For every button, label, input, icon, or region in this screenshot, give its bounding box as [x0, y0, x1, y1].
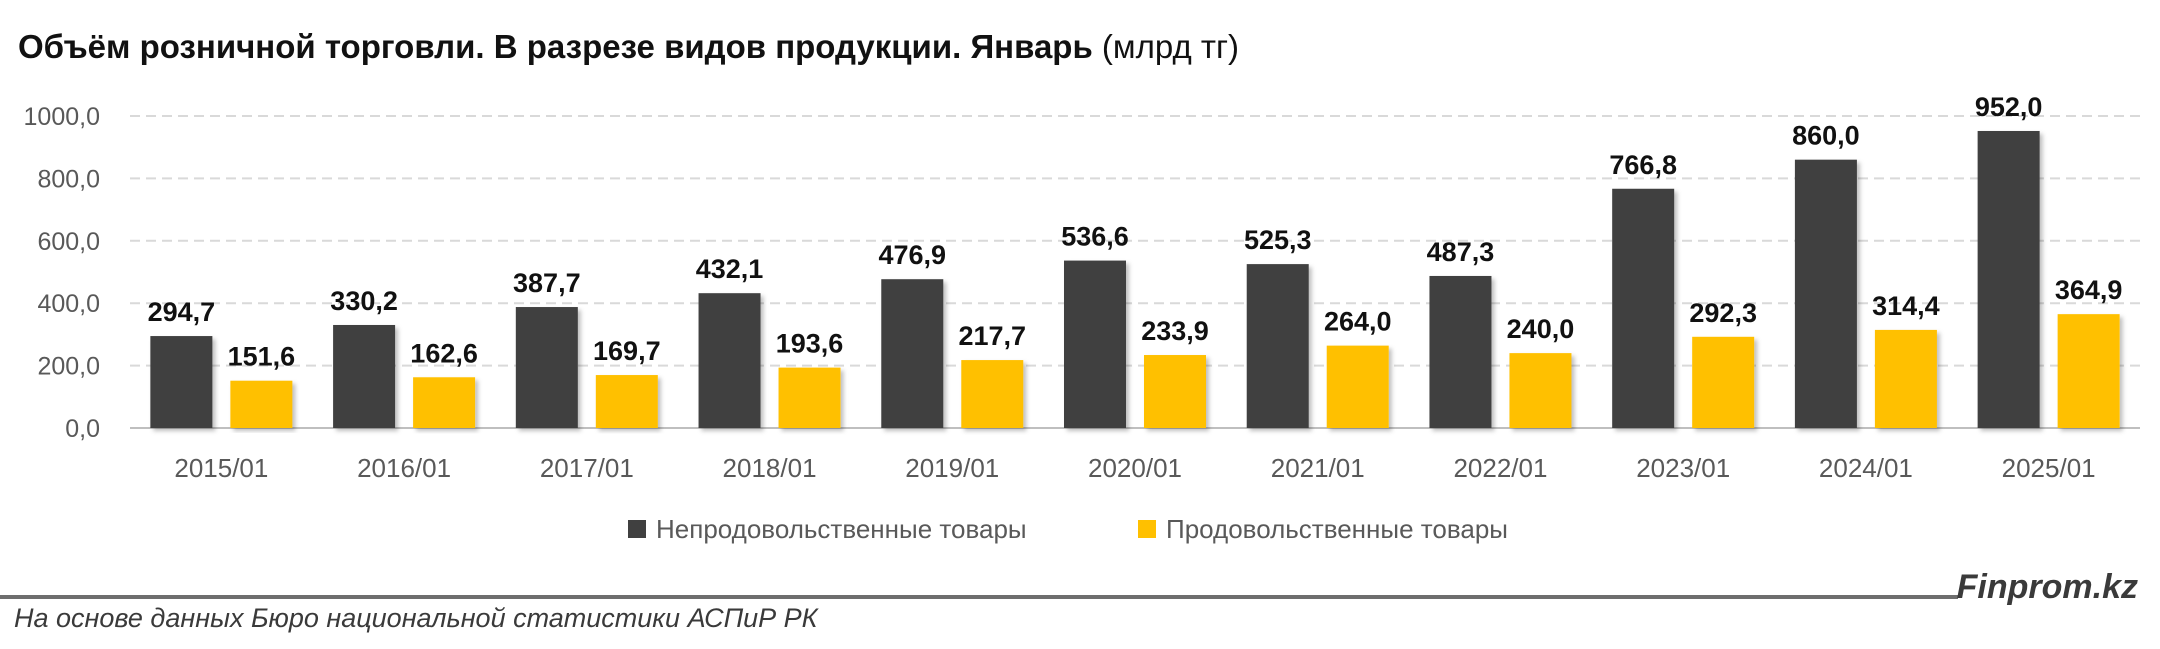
source-note: На основе данных Бюро национальной стати…: [14, 603, 818, 633]
data-label: 264,0: [1324, 307, 1392, 337]
data-label: 487,3: [1427, 237, 1495, 267]
bar-non-food: [1612, 188, 1675, 428]
bar-non-food: [1246, 264, 1309, 428]
y-tick-label: 800,0: [37, 165, 100, 193]
bar-food: [230, 380, 293, 428]
bar-food: [1509, 353, 1572, 428]
x-tick-label: 2025/01: [2002, 453, 2096, 483]
data-label: 952,0: [1975, 92, 2043, 122]
bar-non-food: [1794, 159, 1857, 428]
data-label: 387,7: [513, 268, 581, 298]
bar-food: [778, 367, 841, 428]
bar-food: [1144, 355, 1206, 428]
bar-non-food: [698, 293, 761, 428]
data-label: 766,8: [1609, 150, 1677, 180]
data-label: 217,7: [958, 321, 1026, 351]
bar-food: [1874, 329, 1937, 428]
bar-food: [2057, 314, 2120, 428]
bar-non-food: [881, 279, 944, 428]
data-label: 525,3: [1244, 225, 1312, 255]
legend-label: Непродовольственные товары: [656, 514, 1027, 544]
bar-non-food: [1064, 260, 1126, 428]
bar-non-food: [150, 336, 213, 428]
data-label: 240,0: [1507, 314, 1575, 344]
bar-food: [595, 375, 658, 428]
x-tick-label: 2020/01: [1088, 453, 1182, 483]
bar-chart: 0,0 200,0 400,0 600,0 800,0 1000,0 294,7 151,6…: [24, 92, 2140, 544]
x-tick-label: 2018/01: [723, 453, 817, 483]
x-tick-label: 2016/01: [357, 453, 451, 483]
x-tick-label: 2024/01: [1819, 453, 1913, 483]
y-tick-label: 1000,0: [24, 103, 100, 131]
data-label: 162,6: [410, 338, 478, 368]
data-label: 169,7: [593, 336, 661, 366]
bars: [150, 130, 2120, 428]
data-labels: 294,7 151,6 330,2 162,6 387,7 169,7 432,1 193,6…: [148, 92, 2123, 372]
legend-swatch: [1138, 520, 1156, 538]
legend-swatch: [628, 520, 646, 538]
bar-non-food: [515, 307, 578, 428]
bar-food: [961, 360, 1024, 428]
x-tick-label: 2019/01: [905, 453, 999, 483]
chart-title: Объём розничной торговли. В разрезе видо…: [18, 28, 1239, 66]
x-tick-label: 2017/01: [540, 453, 634, 483]
data-label: 860,0: [1792, 121, 1860, 151]
bar-non-food: [1977, 130, 2040, 428]
chart-title-unit: (млрд тг): [1101, 28, 1240, 65]
data-label: 151,6: [228, 342, 296, 372]
x-axis: 2015/01 2016/01 2017/01 2018/01 2019/01 2020/…: [174, 453, 2095, 483]
data-label: 314,4: [1872, 291, 1940, 321]
y-tick-label: 200,0: [37, 353, 100, 381]
data-label: 536,6: [1061, 222, 1129, 252]
x-tick-label: 2022/01: [1453, 453, 1547, 483]
bar-non-food: [1429, 275, 1492, 428]
bar-non-food: [333, 324, 396, 428]
y-tick-label: 0,0: [65, 415, 100, 443]
x-tick-label: 2015/01: [174, 453, 268, 483]
x-tick-label: 2023/01: [1636, 453, 1730, 483]
legend-label: Продовольственные товары: [1166, 514, 1508, 544]
data-label: 432,1: [696, 254, 764, 284]
brand-logo-text: Finprom.kz: [1956, 568, 2138, 606]
data-label: 364,9: [2055, 275, 2123, 305]
data-label: 292,3: [1689, 298, 1757, 328]
y-tick-label: 600,0: [37, 228, 100, 256]
data-label: 233,9: [1141, 316, 1209, 346]
bar-food: [1692, 336, 1755, 428]
y-tick-label: 400,0: [37, 290, 100, 318]
data-label: 193,6: [776, 329, 844, 359]
y-axis: 0,0 200,0 400,0 600,0 800,0 1000,0: [24, 103, 100, 443]
bar-food: [413, 377, 476, 428]
data-label: 294,7: [148, 297, 216, 327]
chart-title-main: Объём розничной торговли. В разрезе видо…: [18, 28, 1093, 65]
x-tick-label: 2021/01: [1271, 453, 1365, 483]
bar-food: [1326, 345, 1389, 428]
legend: Непродовольственные товары Продовольствен…: [628, 514, 1508, 544]
data-label: 476,9: [878, 240, 946, 270]
footer-divider: [0, 595, 1958, 599]
data-label: 330,2: [330, 286, 398, 316]
